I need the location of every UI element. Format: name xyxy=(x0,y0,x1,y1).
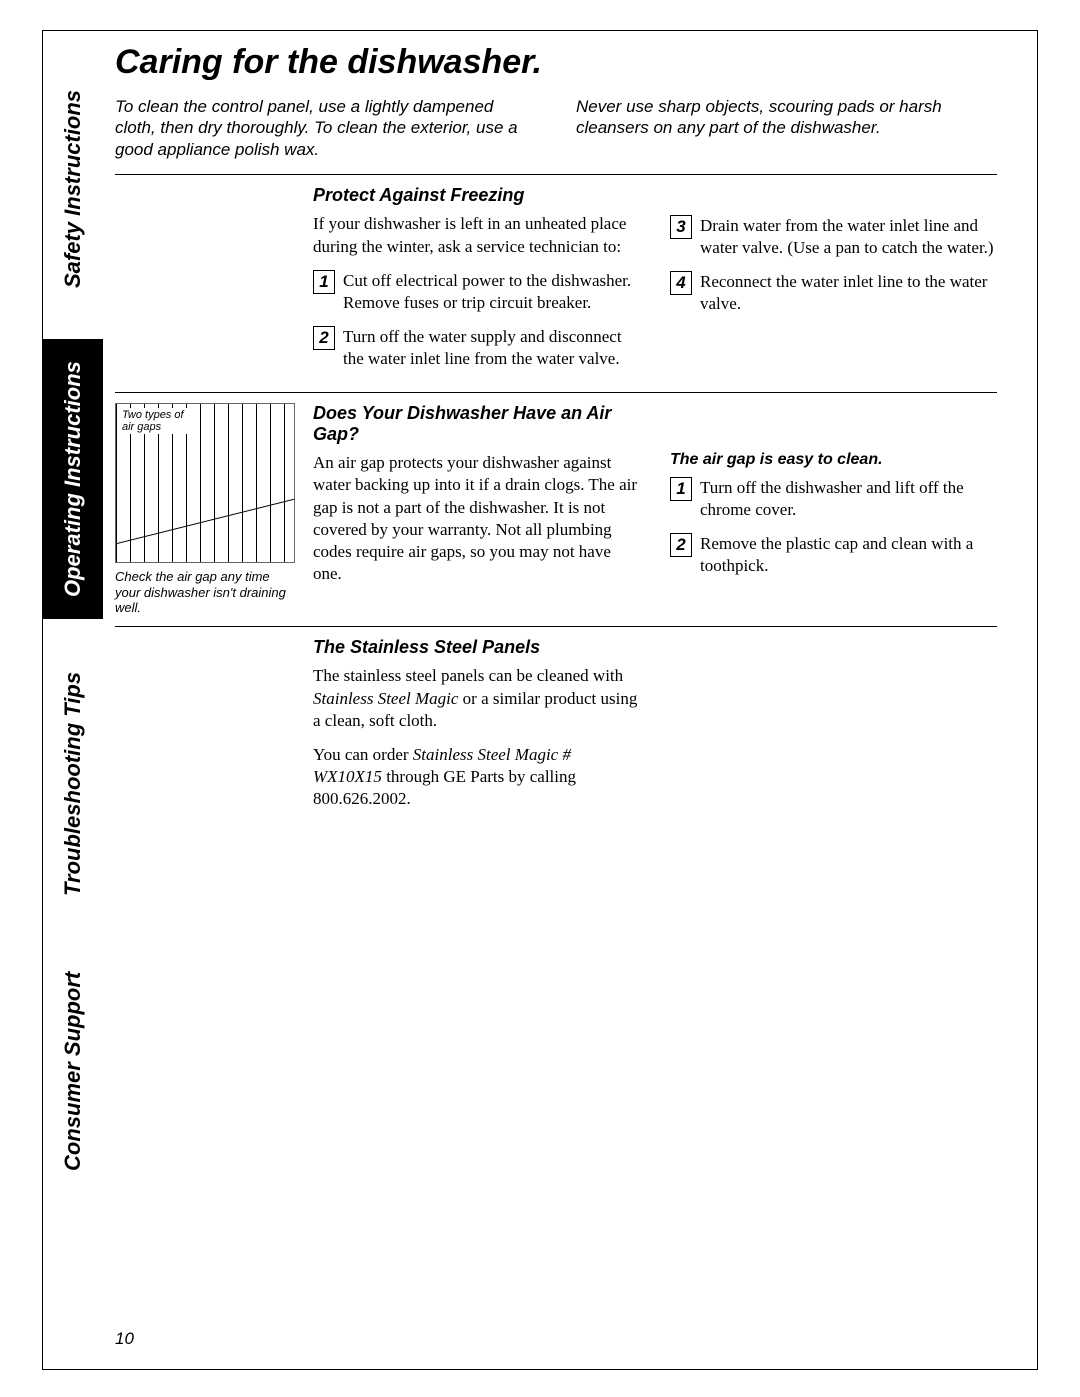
tab-safety: Safety Instructions xyxy=(43,76,103,301)
divider xyxy=(115,626,997,627)
steel-p2a: You can order xyxy=(313,745,413,764)
airgap-step-2: 2 Remove the plastic cap and clean with … xyxy=(670,533,997,577)
steel-cols: The Stainless Steel Panels The stainless… xyxy=(313,637,997,822)
freeze-left: Protect Against Freezing If your dishwas… xyxy=(313,185,640,382)
step-text: Turn off the dishwasher and lift off the… xyxy=(700,477,997,521)
empty-imgcol-2 xyxy=(115,637,295,822)
steel-right-empty xyxy=(670,637,997,822)
step-number-icon: 2 xyxy=(313,326,335,350)
empty-imgcol xyxy=(115,185,295,382)
diagram-label: Two types of air gaps xyxy=(120,408,190,434)
section-freezing: Protect Against Freezing If your dishwas… xyxy=(115,185,997,382)
intro-row: To clean the control panel, use a lightl… xyxy=(115,96,997,160)
page-number: 10 xyxy=(115,1329,134,1349)
divider xyxy=(115,392,997,393)
freeze-cols: Protect Against Freezing If your dishwas… xyxy=(313,185,997,382)
tab-troubleshooting: Troubleshooting Tips xyxy=(43,651,103,916)
step-text: Reconnect the water inlet line to the wa… xyxy=(700,271,997,315)
main-content: Caring for the dishwasher. To clean the … xyxy=(115,43,1037,832)
step-text: Drain water from the water inlet line an… xyxy=(700,215,997,259)
step-number-icon: 2 xyxy=(670,533,692,557)
airgap-clean-head: The air gap is easy to clean. xyxy=(670,451,997,469)
airgap-body: An air gap protects your dishwasher agai… xyxy=(313,452,640,585)
tab-operating: Operating Instructions xyxy=(43,339,103,619)
side-tabs: Safety Instructions Operating Instructio… xyxy=(43,31,103,1369)
freeze-step-4: 4 Reconnect the water inlet line to the … xyxy=(670,271,997,315)
steel-p2: You can order Stainless Steel Magic # WX… xyxy=(313,744,640,810)
freeze-step-1: 1 Cut off electrical power to the dishwa… xyxy=(313,270,640,314)
airgap-step-1: 1 Turn off the dishwasher and lift off t… xyxy=(670,477,997,521)
step-number-icon: 1 xyxy=(670,477,692,501)
tab-support: Consumer Support xyxy=(43,951,103,1191)
step-number-icon: 4 xyxy=(670,271,692,295)
freeze-step-3: 3 Drain water from the water inlet line … xyxy=(670,215,997,259)
airgap-imgcol: Two types of air gaps Check the air gap … xyxy=(115,403,295,616)
step-text: Turn off the water supply and disconnect… xyxy=(343,326,640,370)
freeze-heading: Protect Against Freezing xyxy=(313,185,640,206)
steel-p1: The stainless steel panels can be cleane… xyxy=(313,665,640,731)
airgap-caption: Check the air gap any time your dishwash… xyxy=(115,569,295,616)
step-number-icon: 3 xyxy=(670,215,692,239)
divider xyxy=(115,174,997,175)
steel-heading: The Stainless Steel Panels xyxy=(313,637,640,658)
steel-p1a: The stainless steel panels can be cleane… xyxy=(313,666,623,685)
freeze-step-2: 2 Turn off the water supply and disconne… xyxy=(313,326,640,370)
freeze-right: 3 Drain water from the water inlet line … xyxy=(670,185,997,382)
section-steel: The Stainless Steel Panels The stainless… xyxy=(115,637,997,822)
airgap-diagram: Two types of air gaps xyxy=(115,403,295,563)
step-text: Remove the plastic cap and clean with a … xyxy=(700,533,997,577)
intro-right: Never use sharp objects, scouring pads o… xyxy=(576,96,997,160)
freeze-lead: If your dishwasher is left in an unheate… xyxy=(313,213,640,257)
steel-product-1: Stainless Steel Magic xyxy=(313,689,458,708)
page-frame: Safety Instructions Operating Instructio… xyxy=(42,30,1038,1370)
steel-left: The Stainless Steel Panels The stainless… xyxy=(313,637,640,822)
airgap-right: The air gap is easy to clean. 1 Turn off… xyxy=(670,403,997,616)
page-title: Caring for the dishwasher. xyxy=(115,43,997,82)
step-number-icon: 1 xyxy=(313,270,335,294)
step-text: Cut off electrical power to the dishwash… xyxy=(343,270,640,314)
section-airgap: Two types of air gaps Check the air gap … xyxy=(115,403,997,616)
airgap-heading: Does Your Dishwasher Have an Air Gap? xyxy=(313,403,640,444)
intro-left: To clean the control panel, use a lightl… xyxy=(115,96,536,160)
airgap-cols: Does Your Dishwasher Have an Air Gap? An… xyxy=(313,403,997,616)
airgap-left: Does Your Dishwasher Have an Air Gap? An… xyxy=(313,403,640,616)
